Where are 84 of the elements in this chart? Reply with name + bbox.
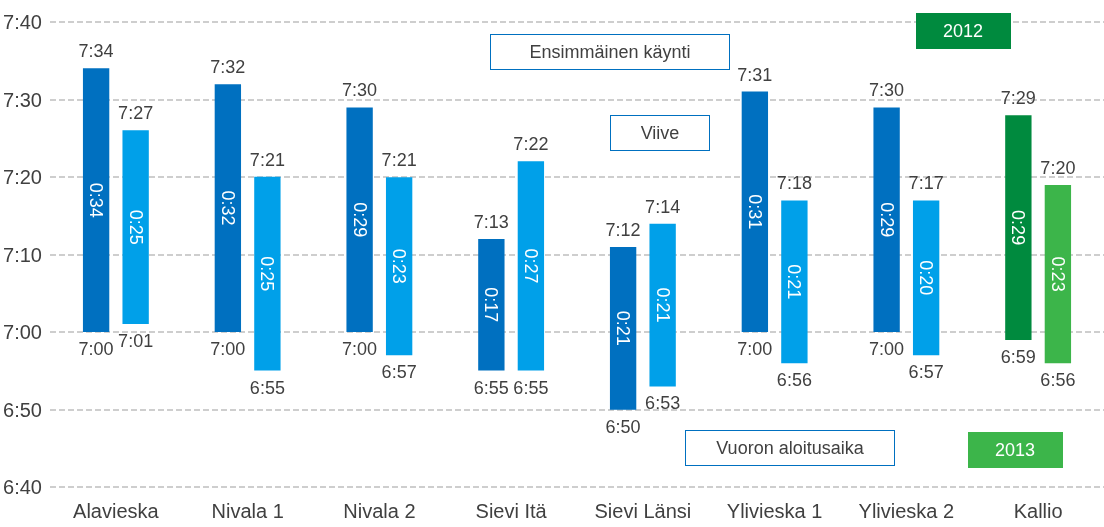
callout-box: 2013 [967, 432, 1063, 468]
y-tick-label: 7:00 [3, 321, 42, 344]
annotation: 6:55 [249, 377, 285, 398]
annotation: 6:55 [473, 377, 509, 398]
annotation: 7:30 [869, 80, 905, 101]
bar [122, 130, 149, 325]
x-tick-label: Ylivieska 1 [726, 500, 823, 522]
bar [1044, 185, 1072, 364]
data-label: 0:23 [1047, 256, 1068, 292]
annotation: 7:00 [342, 339, 378, 360]
y-tick-label: 6:40 [3, 476, 42, 498]
callout-box: Vuoron aloitusaika [685, 430, 895, 466]
x-tick-label: Nivala 2 [343, 500, 416, 522]
bar [385, 177, 413, 356]
data-label: 0:17 [481, 287, 502, 323]
x-tick-label: Ylivieska 2 [858, 500, 955, 522]
y-tick-label: 7:30 [3, 88, 42, 111]
annotation: 7:32 [210, 57, 246, 78]
annotation: 7:00 [210, 339, 246, 360]
annotation: 7:27 [118, 103, 154, 124]
annotation: 7:00 [78, 339, 114, 360]
annotation: 7:31 [737, 64, 773, 85]
data-label: 0:21 [784, 264, 805, 300]
data-label: 0:25 [257, 256, 278, 292]
annotation: 7:21 [249, 149, 285, 170]
y-tick-label: 7:10 [3, 243, 42, 266]
annotation: 7:01 [118, 331, 154, 352]
annotation: 7:29 [1000, 88, 1036, 109]
annotation: 6:57 [381, 362, 417, 383]
annotation: 6:56 [1040, 370, 1076, 391]
x-tick-label: Nivala 1 [211, 500, 284, 522]
bar [741, 91, 769, 333]
annotation: 6:53 [645, 393, 681, 414]
data-label: 0:29 [349, 202, 370, 238]
bar [346, 107, 373, 333]
bar [912, 200, 940, 356]
data-label: 0:34 [86, 182, 107, 218]
data-label: 0:21 [652, 287, 673, 323]
data-label: 0:23 [389, 248, 410, 284]
bar [873, 107, 900, 333]
callout-box: 2012 [915, 13, 1011, 49]
bar [649, 223, 676, 387]
annotation: 7:30 [342, 80, 378, 101]
y-tick-label: 6:50 [3, 398, 42, 421]
annotation: 6:59 [1000, 346, 1036, 367]
annotation: 7:34 [78, 41, 114, 62]
callout-box: Viive [610, 115, 710, 151]
bar [1005, 115, 1032, 340]
annotation: 7:00 [737, 339, 773, 360]
x-tick-label: Sievi Itä [475, 500, 548, 522]
data-label: 0:20 [916, 260, 937, 296]
annotation: 6:57 [908, 362, 944, 383]
data-label: 0:29 [1008, 210, 1029, 246]
bar [214, 84, 242, 333]
annotation: 7:12 [605, 219, 641, 240]
annotation: 7:13 [473, 212, 509, 233]
bar [82, 68, 110, 333]
annotation: 7:14 [645, 196, 681, 217]
annotation: 7:17 [908, 173, 944, 194]
data-label: 0:21 [613, 310, 634, 346]
x-tick-label: Alavieska [73, 500, 160, 522]
bar [609, 246, 637, 410]
y-tick-label: 7:40 [3, 11, 42, 33]
data-label: 0:25 [125, 209, 146, 245]
data-label: 0:29 [876, 202, 897, 238]
annotation: 7:21 [381, 150, 417, 171]
bar [254, 176, 281, 371]
annotation: 7:00 [869, 339, 905, 360]
x-tick-label: Sievi Länsi [594, 500, 692, 522]
data-label: 0:31 [744, 194, 765, 230]
bar [517, 161, 545, 371]
y-tick-label: 7:20 [3, 166, 42, 189]
bar [781, 200, 808, 364]
annotation: 6:50 [605, 416, 641, 437]
annotation: 7:18 [776, 173, 812, 194]
x-tick-label: Kallio [1013, 500, 1063, 522]
annotation: 6:55 [513, 377, 549, 398]
callout-box: Ensimmäinen käynti [490, 34, 730, 70]
data-label: 0:27 [520, 248, 541, 284]
annotation: 7:20 [1040, 158, 1076, 179]
annotation: 7:22 [513, 134, 549, 155]
data-label: 0:32 [217, 190, 238, 226]
annotation: 6:56 [776, 370, 812, 391]
bar [478, 239, 505, 371]
